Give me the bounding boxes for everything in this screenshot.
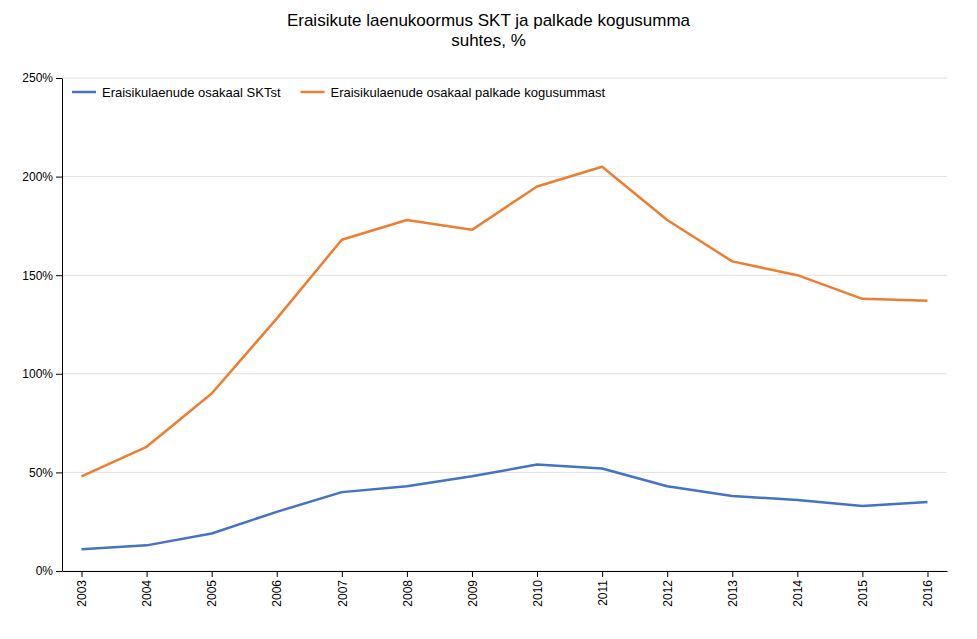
x-tick-mark bbox=[277, 571, 278, 577]
x-tick: 2015 bbox=[856, 571, 870, 607]
x-tick: 2016 bbox=[921, 571, 935, 607]
y-tick-label: 150% bbox=[22, 269, 53, 283]
x-tick-label: 2013 bbox=[726, 580, 740, 607]
y-tick-label: 250% bbox=[22, 71, 53, 85]
legend-swatch bbox=[72, 91, 96, 94]
series-group bbox=[82, 167, 928, 550]
y-axis: 0% 50% 100% 150% 200% 250% bbox=[22, 71, 62, 578]
legend-swatch bbox=[301, 91, 325, 94]
x-tick-label: 2016 bbox=[921, 580, 935, 607]
x-tick-label: 2004 bbox=[140, 580, 154, 607]
x-tick-mark bbox=[82, 571, 83, 577]
y-tick-mark bbox=[56, 472, 62, 473]
x-tick-label: 2011 bbox=[596, 580, 610, 606]
x-tick: 2013 bbox=[726, 571, 740, 607]
y-tick-mark bbox=[56, 177, 62, 178]
y-tick-mark bbox=[56, 374, 62, 375]
x-tick-mark bbox=[667, 571, 668, 577]
x-tick-mark bbox=[537, 571, 538, 577]
x-tick-label: 2006 bbox=[270, 580, 284, 607]
x-tick-mark bbox=[927, 571, 928, 577]
y-tick: 250% bbox=[22, 71, 62, 85]
x-tick-mark bbox=[342, 571, 343, 577]
x-tick-label: 2009 bbox=[466, 580, 480, 607]
y-tick: 0% bbox=[36, 564, 62, 578]
series-line bbox=[82, 465, 928, 550]
y-tick-label: 50% bbox=[29, 466, 53, 480]
x-tick-label: 2015 bbox=[856, 580, 870, 607]
y-tick-label: 100% bbox=[22, 367, 53, 381]
x-tick-mark bbox=[472, 571, 473, 577]
title-line: suhtes, % bbox=[451, 31, 526, 50]
grid-line bbox=[62, 275, 947, 276]
legend-item: Eraisikulaenude osakaal SKTst bbox=[72, 85, 281, 100]
x-tick-label: 2010 bbox=[531, 580, 545, 607]
grid-line bbox=[62, 373, 947, 374]
x-tick-mark bbox=[797, 571, 798, 577]
grid bbox=[62, 78, 947, 571]
x-tick-label: 2014 bbox=[791, 580, 805, 607]
grid-line bbox=[62, 78, 947, 79]
x-tick: 2006 bbox=[270, 571, 284, 607]
x-tick-mark bbox=[407, 571, 408, 577]
legend-label: Eraisikulaenude osakaal SKTst bbox=[102, 85, 281, 100]
x-tick: 2007 bbox=[336, 571, 350, 607]
grid-line bbox=[62, 176, 947, 177]
grid-line bbox=[62, 472, 947, 473]
x-tick: 2014 bbox=[791, 571, 805, 607]
x-tick-mark bbox=[732, 571, 733, 577]
x-tick: 2010 bbox=[531, 571, 545, 607]
series-line bbox=[82, 167, 928, 477]
x-tick-label: 2012 bbox=[661, 580, 675, 607]
y-tick: 150% bbox=[22, 269, 62, 283]
y-tick: 200% bbox=[22, 170, 62, 184]
y-tick-mark bbox=[56, 275, 62, 276]
x-axis-line bbox=[63, 571, 948, 572]
x-tick-label: 2008 bbox=[401, 580, 415, 607]
y-tick: 50% bbox=[29, 466, 62, 480]
legend: Eraisikulaenude osakaal SKTst Eraisikulae… bbox=[72, 85, 605, 100]
grid-line bbox=[62, 571, 947, 572]
x-tick: 2004 bbox=[140, 571, 154, 607]
y-tick-mark bbox=[56, 571, 62, 572]
y-tick-label: 200% bbox=[22, 170, 53, 184]
title-line: Eraisikute laenukoormus SKT ja palkade k… bbox=[287, 11, 691, 30]
x-tick-mark bbox=[147, 571, 148, 577]
x-tick: 2012 bbox=[661, 571, 675, 607]
plot: 2003 2004 2005 2006 2007 2008 2009 2010 2011 2012… bbox=[22, 71, 947, 606]
chart: Eraisikute laenukoormus SKT ja palkade k… bbox=[0, 0, 977, 639]
x-tick: 2008 bbox=[401, 571, 415, 607]
x-tick-mark bbox=[602, 571, 603, 577]
legend-item: Eraisikulaenude osakaal palkade kogusumm… bbox=[301, 85, 606, 100]
y-axis-line bbox=[62, 79, 63, 572]
x-tick-label: 2007 bbox=[336, 580, 350, 607]
x-tick: 2003 bbox=[75, 571, 89, 607]
x-axis: 2003 2004 2005 2006 2007 2008 2009 2010 2011 2012… bbox=[63, 571, 948, 607]
x-tick-mark bbox=[212, 571, 213, 577]
x-tick: 2005 bbox=[205, 571, 219, 607]
x-tick-label: 2005 bbox=[205, 580, 219, 607]
y-tick-mark bbox=[56, 78, 62, 79]
x-tick: 2011 bbox=[596, 571, 610, 606]
y-tick: 100% bbox=[22, 367, 62, 381]
title: Eraisikute laenukoormus SKT ja palkade k… bbox=[287, 11, 691, 50]
x-tick-label: 2003 bbox=[75, 580, 89, 607]
legend-label: Eraisikulaenude osakaal palkade kogusumm… bbox=[331, 85, 606, 100]
y-tick-label: 0% bbox=[36, 564, 54, 578]
x-tick: 2009 bbox=[466, 571, 480, 607]
x-tick-mark bbox=[862, 571, 863, 577]
